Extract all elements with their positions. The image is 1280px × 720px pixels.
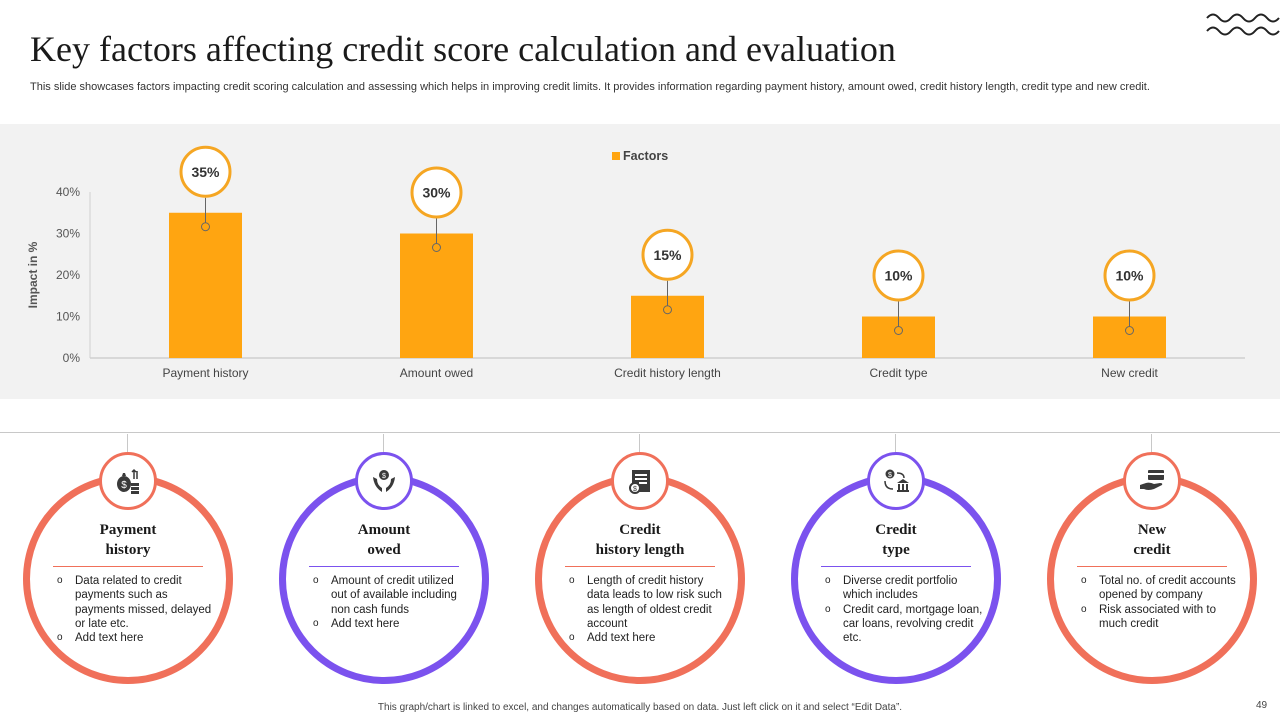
callout-dot — [1125, 326, 1134, 335]
x-tick-label: Amount owed — [400, 366, 473, 380]
y-tick-label: 30% — [56, 227, 80, 241]
callout-dot — [663, 305, 672, 315]
y-tick-label: 0% — [63, 351, 81, 365]
data-label: 15% — [653, 247, 682, 263]
bullet-item: Diverse credit portfolio which includes — [825, 574, 983, 603]
callout-circle — [179, 145, 232, 198]
factor-card: New credit Total no. of credit accounts … — [1047, 434, 1277, 704]
card-bullets: Data related to credit payments such as … — [57, 574, 215, 646]
y-tick-label: 10% — [56, 310, 80, 324]
card-title-line: history length — [595, 542, 685, 558]
factor-card: $ Amount owed Amount of credit utilized … — [279, 434, 509, 704]
factor-card: $ Credit type Diverse credit portfolio w… — [791, 434, 1021, 704]
card-divider — [1077, 566, 1227, 567]
card-title: Credit type — [821, 520, 971, 560]
card-connector — [1151, 434, 1152, 452]
bullet-item: Credit card, mortgage loan, car loans, r… — [825, 603, 983, 646]
bank-exchange-icon: $ — [867, 452, 925, 510]
y-axis-label: Impact in % — [26, 241, 40, 308]
data-label: 10% — [884, 268, 913, 284]
bullet-item: Length of credit history data leads to l… — [569, 574, 727, 631]
timeline-line — [0, 432, 1280, 433]
bullet-item: Add text here — [569, 631, 727, 646]
footnote: This graph/chart is linked to excel, and… — [377, 702, 903, 713]
callout-dot — [432, 243, 441, 252]
hands-money-icon: $ — [355, 452, 413, 510]
bullet-item: Amount of credit utilized out of availab… — [313, 574, 471, 617]
card-title-line: credit — [1133, 542, 1171, 558]
callout-circle — [410, 166, 463, 219]
bullet-item: Data related to credit payments such as … — [57, 574, 215, 631]
data-label: 30% — [422, 185, 451, 201]
wave-decoration-icon — [1206, 13, 1280, 36]
bullet-item: Add text here — [57, 631, 215, 646]
svg-text:$: $ — [888, 472, 892, 479]
factor-card: $ Credit history length Length of credit… — [535, 434, 765, 704]
card-title-line: Credit — [875, 522, 917, 538]
callout-circle — [641, 228, 694, 281]
card-divider — [309, 566, 459, 567]
credit-document-icon: $ — [611, 452, 669, 510]
card-title: Amount owed — [309, 520, 459, 560]
data-label: 10% — [1115, 268, 1144, 284]
chart-panel: 0% 10% 20% 30% 40% Impact in % Factors Payment … — [0, 124, 1280, 399]
legend-label: Factors — [623, 149, 668, 163]
data-label: 35% — [191, 164, 220, 180]
bullet-item: Total no. of credit accounts opened by c… — [1081, 574, 1239, 603]
card-title: New credit — [1077, 520, 1227, 560]
card-bullets: Total no. of credit accounts opened by c… — [1081, 574, 1239, 632]
page-subtitle: This slide showcases factors impacting c… — [30, 81, 1150, 93]
card-title: Payment history — [53, 520, 203, 560]
card-hand-icon — [1123, 452, 1181, 510]
card-title-line: Amount — [357, 522, 411, 538]
card-connector — [127, 434, 128, 452]
factor-card: $ Payment history Data related to credit… — [23, 434, 253, 704]
x-tick-label: Credit type — [869, 366, 927, 380]
card-title-line: Credit — [619, 522, 661, 538]
card-bullets: Amount of credit utilized out of availab… — [313, 574, 471, 632]
card-title-line: history — [105, 542, 151, 558]
card-bullets: Length of credit history data leads to l… — [569, 574, 727, 646]
page-title: Key factors affecting credit score calcu… — [30, 29, 896, 69]
card-title: Credit history length — [565, 520, 715, 560]
card-connector — [639, 434, 640, 452]
card-title-line: Payment — [99, 522, 157, 538]
money-bag-icon: $ — [99, 452, 157, 510]
card-title-line: New — [1137, 522, 1167, 538]
callout-circle — [1103, 249, 1156, 302]
callout-dot — [894, 326, 903, 335]
card-connector — [383, 434, 384, 452]
bar-chart: 0% 10% 20% 30% 40% Impact in % Factors Payment … — [26, 145, 1245, 380]
card-divider — [565, 566, 715, 567]
legend-swatch — [612, 152, 620, 160]
card-bullets: Diverse credit portfolio which includesC… — [825, 574, 983, 646]
callout-circle — [872, 249, 925, 302]
x-tick-label: New credit — [1101, 366, 1158, 380]
bullet-item: Risk associated with to much credit — [1081, 603, 1239, 632]
card-divider — [821, 566, 971, 567]
y-tick-label: 20% — [56, 268, 80, 282]
y-tick-label: 40% — [56, 185, 80, 199]
svg-text:$: $ — [633, 486, 637, 493]
card-title-line: type — [882, 542, 910, 558]
card-connector — [895, 434, 896, 452]
svg-text:$: $ — [121, 480, 127, 491]
x-tick-label: Credit history length — [614, 366, 721, 380]
bullet-item: Add text here — [313, 617, 471, 632]
svg-text:$: $ — [382, 473, 386, 480]
card-title-line: owed — [367, 542, 401, 558]
x-tick-label: Payment history — [162, 366, 248, 380]
callout-dot — [201, 222, 210, 232]
page-number: 49 — [1256, 700, 1268, 711]
bar — [400, 233, 473, 358]
bar — [169, 212, 242, 358]
card-divider — [53, 566, 203, 567]
